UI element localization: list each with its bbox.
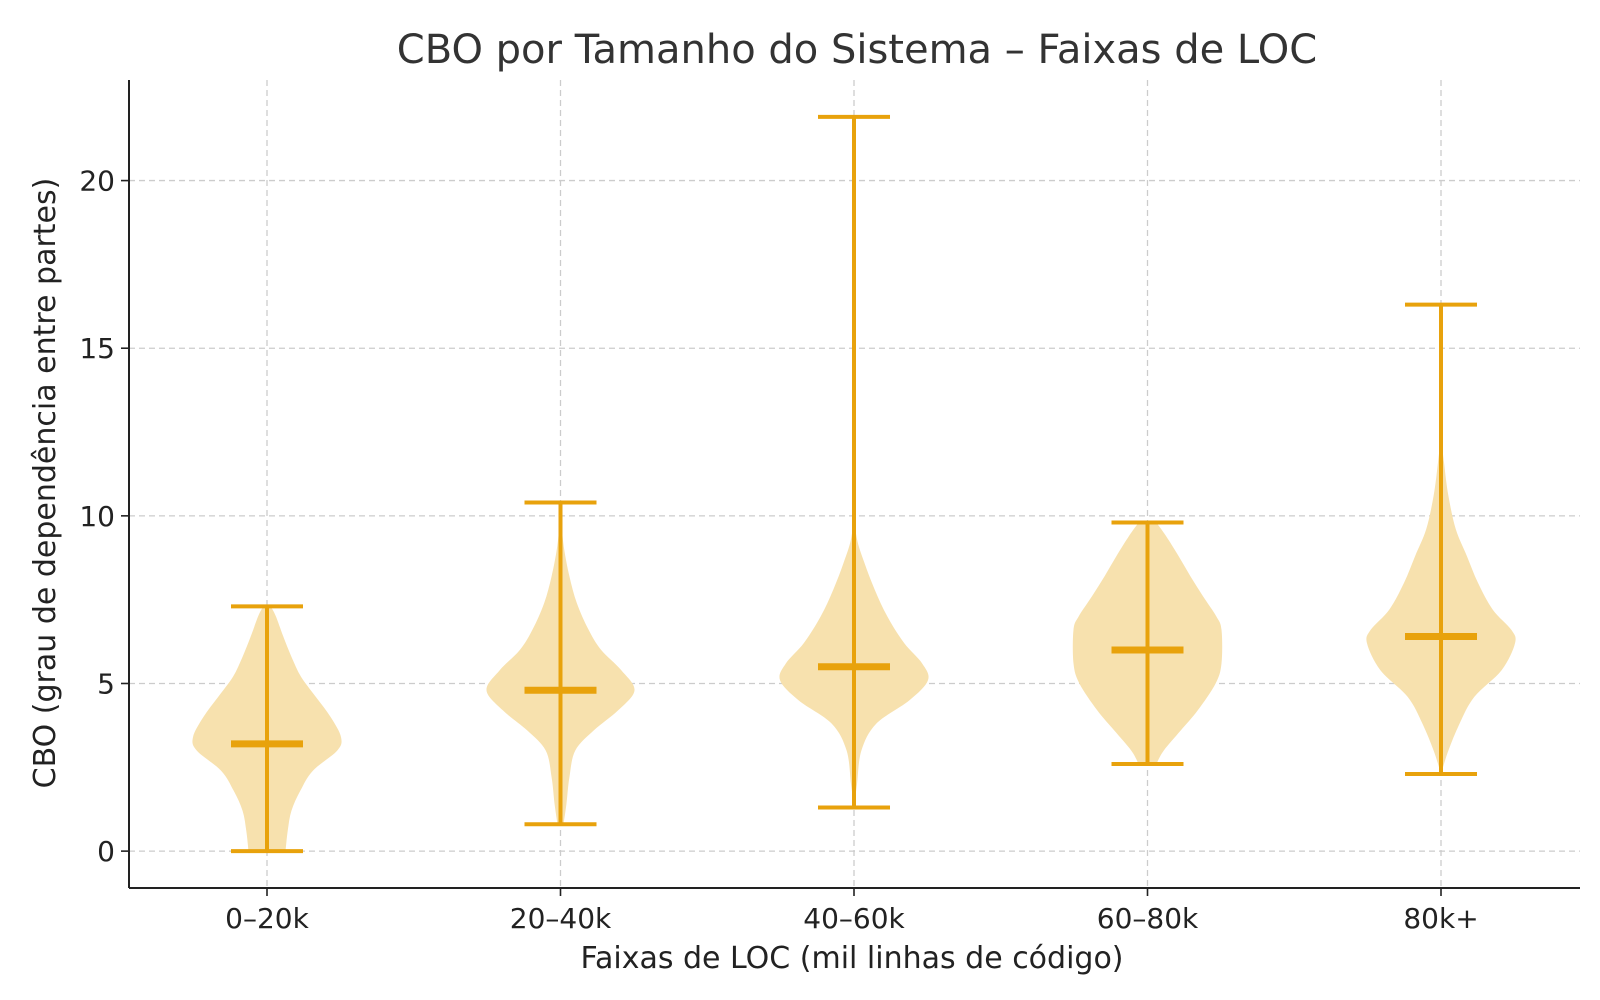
y-tick-label-10: 10 — [79, 500, 115, 533]
violins — [192, 114, 1516, 854]
violin-group-0 — [192, 604, 342, 854]
y-tick-label-20: 20 — [79, 165, 115, 198]
y-tick-label-5: 5 — [97, 667, 115, 700]
violin-group-2 — [779, 114, 929, 810]
x-axis-label: Faixas de LOC (mil linhas de código) — [580, 941, 1123, 976]
y-axis-label: CBO (grau de dependência entre partes) — [28, 178, 63, 789]
violin-group-4 — [1366, 302, 1516, 777]
x-tick-label-0: 0–20k — [225, 902, 309, 935]
x-tick-label-1: 20–40k — [510, 902, 612, 935]
x-tick-label-3: 60–80k — [1097, 902, 1199, 935]
chart-title: CBO por Tamanho do Sistema – Faixas de L… — [397, 27, 1317, 73]
x-tick-label-2: 40–60k — [803, 902, 905, 935]
violin-group-3 — [1072, 520, 1223, 766]
x-tick-label-4: 80k+ — [1403, 902, 1478, 935]
y-tick-label-0: 0 — [97, 835, 115, 868]
violin-group-1 — [486, 500, 635, 827]
axes — [121, 80, 1580, 896]
tick-labels: 0 5 10 15 20 0–20k 20–40k 40–60k 60–80k 80k+ — [79, 165, 1478, 935]
y-tick-label-15: 15 — [79, 332, 115, 365]
